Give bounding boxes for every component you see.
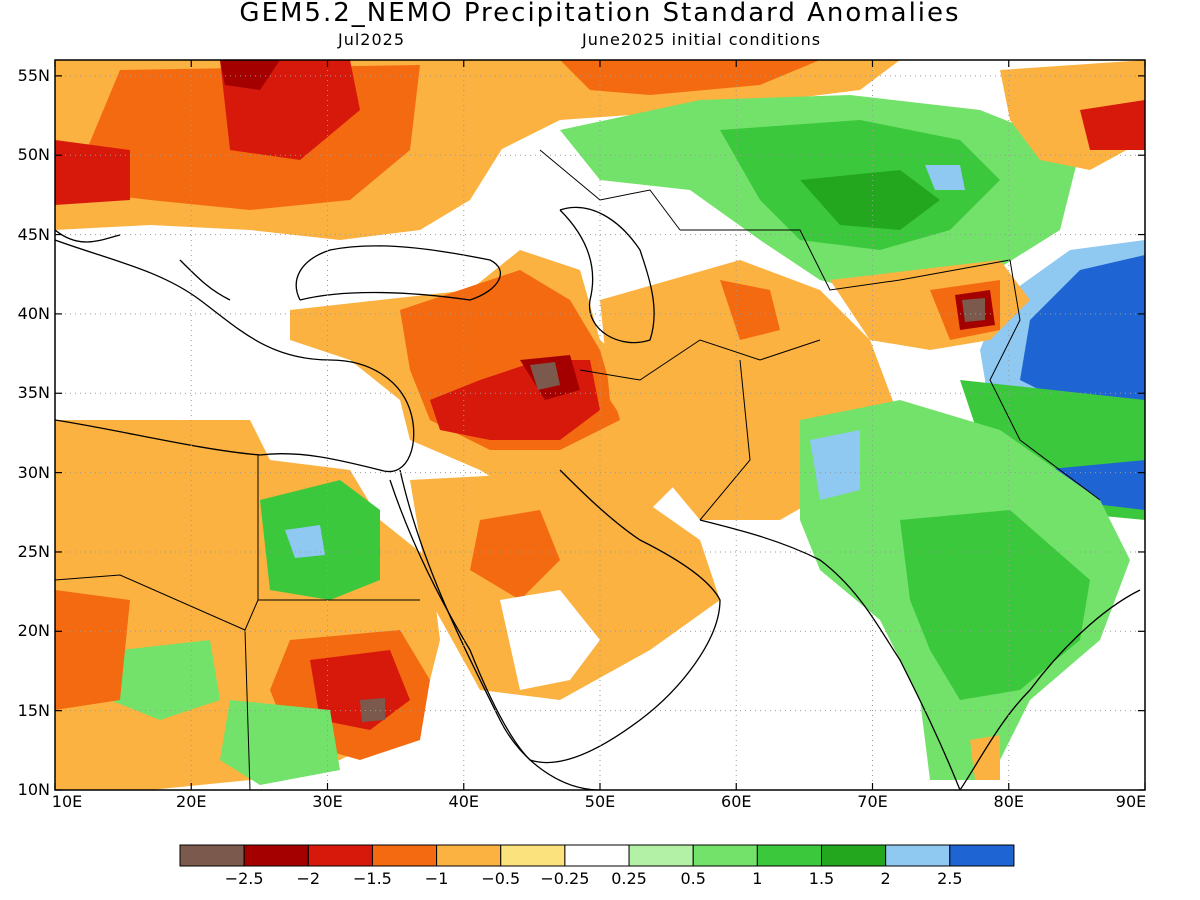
colorbar-swatch xyxy=(756,844,822,867)
lat-label: 20N xyxy=(17,621,50,641)
anomaly-region xyxy=(720,280,780,340)
anomaly-region xyxy=(810,430,860,500)
colorbar-label: −2 xyxy=(296,869,321,888)
lat-label: 40N xyxy=(17,303,50,323)
colorbar-swatch xyxy=(179,844,245,867)
colorbar-swatch xyxy=(500,844,566,867)
anomaly-field xyxy=(55,60,1145,790)
lat-label: 35N xyxy=(17,383,50,403)
lat-label: 50N xyxy=(17,145,50,165)
colorbar-label: 2 xyxy=(880,869,891,888)
country-borders xyxy=(55,149,1101,790)
colorbar-swatch xyxy=(821,844,887,867)
colorbar-swatch xyxy=(243,844,309,867)
colorbar-label: 0.5 xyxy=(680,869,706,888)
colorbar xyxy=(179,844,1015,867)
anomaly-region xyxy=(900,510,1090,700)
lon-label: 50E xyxy=(584,792,616,811)
anomaly-region xyxy=(925,165,965,190)
anomaly-region xyxy=(110,640,220,720)
colorbar-swatch xyxy=(371,844,438,867)
lon-label: 60E xyxy=(721,792,752,811)
anomaly-region xyxy=(1020,255,1145,400)
colorbar-swatch xyxy=(628,844,694,867)
colorbar-swatch xyxy=(564,844,630,867)
colorbar-swatch xyxy=(692,844,758,867)
colorbar-swatch xyxy=(949,844,1015,867)
colorbar-label: −2.5 xyxy=(224,869,264,888)
colorbar-label: −0.5 xyxy=(481,869,521,888)
lat-label: 55N xyxy=(17,65,50,85)
lon-label: 70E xyxy=(857,792,888,811)
colorbar-label: 1 xyxy=(752,869,763,888)
colorbar-swatch xyxy=(307,844,373,867)
colorbar-swatch xyxy=(436,844,502,867)
map-title: GEM5.2_NEMO Precipitation Standard Anoma… xyxy=(239,0,961,28)
colorbar-label: −1.5 xyxy=(353,869,392,888)
anomaly-region xyxy=(530,362,560,390)
valid-month: Jul2025 xyxy=(338,30,406,49)
graticule xyxy=(55,60,1145,790)
anomaly-region xyxy=(55,140,130,205)
anomaly-region xyxy=(55,590,130,710)
anomaly-region xyxy=(220,60,280,90)
lat-label: 45N xyxy=(17,224,50,244)
lon-label: 10E xyxy=(51,792,83,811)
lon-label: 80E xyxy=(993,792,1024,811)
anomaly-region xyxy=(800,170,940,230)
axis-ticks xyxy=(54,60,1146,791)
colorbar-label: −0.25 xyxy=(540,869,590,888)
colorbar-label: 1.5 xyxy=(808,869,835,888)
anomaly-region xyxy=(430,60,900,150)
anomaly-region xyxy=(285,525,325,558)
anomaly-region xyxy=(1080,100,1145,150)
lon-label: 40E xyxy=(448,792,479,811)
colorbar-label: −1 xyxy=(424,869,449,888)
lon-label: 90E xyxy=(1115,792,1147,811)
anomaly-region xyxy=(470,510,560,600)
lat-label: 10N xyxy=(17,780,50,799)
colorbar-label: 0.25 xyxy=(611,869,647,888)
lon-label: 30E xyxy=(312,792,343,811)
anomaly-region xyxy=(962,298,985,322)
anomaly-region xyxy=(560,60,820,95)
anomaly-region xyxy=(500,590,600,690)
lon-label: 20E xyxy=(176,792,207,811)
lat-label: 15N xyxy=(17,700,50,720)
anomaly-region xyxy=(220,700,340,785)
lat-label: 25N xyxy=(17,541,50,561)
colorbar-label: 2.5 xyxy=(937,869,963,888)
init-conditions: June2025 initial conditions xyxy=(582,30,822,49)
anomaly-region xyxy=(360,698,385,722)
lat-label: 30N xyxy=(17,462,50,482)
colorbar-swatch xyxy=(885,844,951,867)
coastlines xyxy=(55,206,1141,790)
anomaly-region xyxy=(970,735,1000,780)
